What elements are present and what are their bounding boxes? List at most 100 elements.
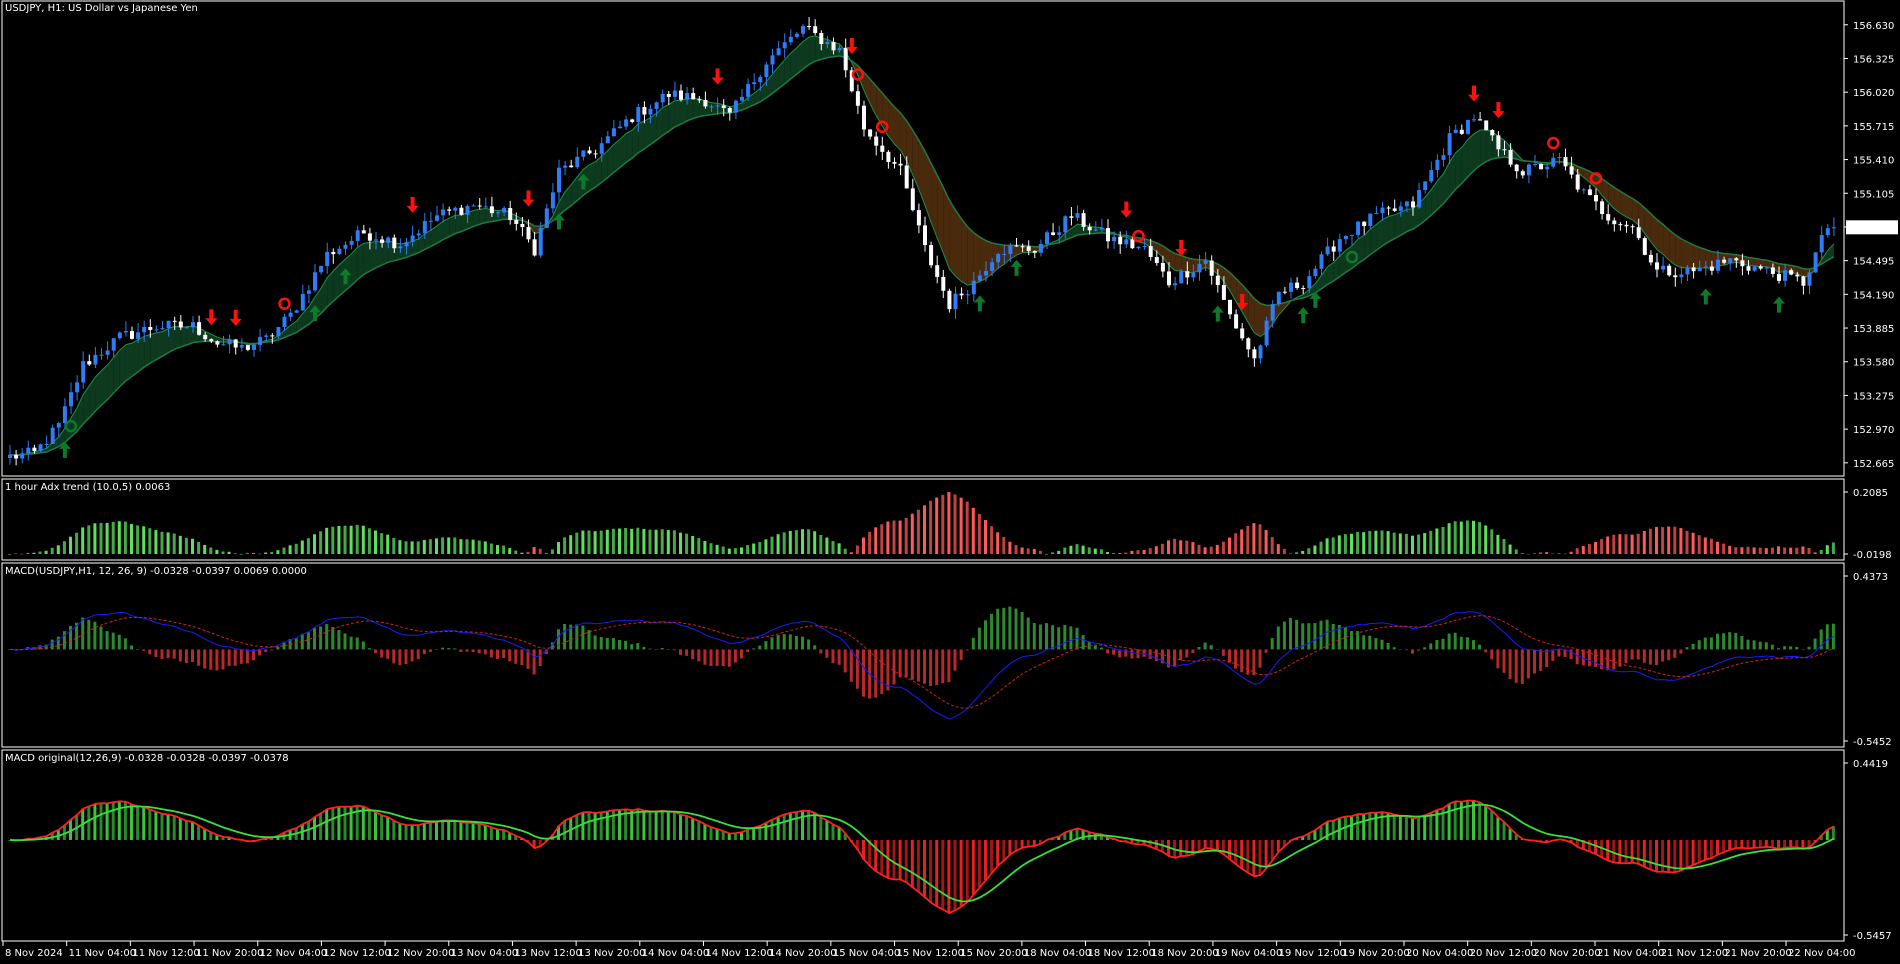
macd-bar	[1057, 627, 1061, 650]
candle-body	[575, 156, 580, 168]
macd-bar	[178, 649, 182, 662]
candle-body	[630, 119, 635, 122]
candle-body	[599, 143, 604, 154]
cloud-segment	[894, 106, 901, 151]
candle-body	[93, 354, 98, 365]
candle-body	[380, 239, 385, 243]
macd-bar	[166, 649, 170, 659]
macd-original-bar	[1179, 839, 1183, 857]
cloud-segment	[1663, 224, 1670, 261]
macd-original-bar	[374, 812, 377, 840]
cloud-segment	[1474, 129, 1481, 171]
adx-bar	[1618, 534, 1622, 554]
macd-bar	[1331, 623, 1335, 650]
macd-original-bar	[276, 835, 280, 840]
macd-original-bar	[1069, 830, 1073, 840]
cloud-segment	[1413, 203, 1420, 230]
macd-bar	[398, 649, 402, 666]
buy-arrow-icon	[973, 295, 986, 312]
price-tick-label: 156.020	[1853, 88, 1894, 99]
adx-bar	[264, 552, 268, 554]
adx-bar	[1106, 552, 1109, 554]
time-tick-label: 11 Nov 12:00	[132, 948, 199, 959]
candle-body	[1673, 275, 1678, 278]
candle-body	[1502, 149, 1507, 151]
candle-body	[361, 230, 366, 234]
macd-bar	[38, 645, 42, 650]
candle-body	[422, 221, 427, 234]
macd-bar	[709, 649, 713, 667]
candle-body	[239, 345, 244, 348]
cloud-segment	[1065, 228, 1072, 240]
time-tick-label: 13 Nov 04:00	[451, 948, 518, 959]
adx-bar	[910, 513, 914, 554]
macd-bar	[1545, 649, 1549, 668]
macd-bar	[721, 649, 725, 667]
adx-bar	[1648, 528, 1652, 554]
macd-bar	[819, 649, 823, 654]
macd-original-bar	[1703, 839, 1707, 860]
adx-bar	[526, 551, 530, 554]
adx-bar	[1331, 537, 1335, 554]
macd-bar	[953, 649, 957, 671]
adx-bar	[1191, 542, 1195, 554]
macd-original-bar	[1032, 839, 1036, 846]
adx-bar	[715, 544, 719, 554]
adx-bar	[1398, 533, 1402, 554]
macd-bar	[1368, 635, 1372, 650]
macd-bar	[1282, 621, 1286, 650]
adx-bar	[984, 519, 987, 554]
macd-original-bar	[807, 810, 811, 840]
macd-bar	[1130, 649, 1134, 659]
macd-original-bar	[831, 824, 835, 840]
adx-bar	[1740, 547, 1744, 554]
macd-original-bar	[740, 832, 743, 840]
adx-bar	[1008, 541, 1012, 554]
macd-bar	[1380, 639, 1384, 650]
candle-body	[1368, 213, 1373, 226]
macd-original-bar	[1130, 839, 1134, 844]
macd-bar	[270, 649, 274, 651]
macd-original-bar	[178, 818, 182, 840]
cloud-segment	[693, 98, 700, 119]
adx-bar	[1313, 545, 1317, 554]
candle-body	[1032, 250, 1037, 253]
candle-body	[563, 165, 568, 168]
adx-bar	[489, 543, 493, 554]
macd-original-bar	[837, 827, 841, 840]
macd-original-bar	[746, 829, 750, 840]
macd-bar	[538, 649, 542, 667]
candle-body	[770, 55, 775, 65]
adx-bar	[14, 553, 18, 554]
adx-bar	[929, 500, 933, 554]
adx-bar	[184, 537, 188, 554]
candle-body	[1295, 282, 1300, 289]
macd-original-bar	[971, 839, 975, 895]
adx-bar	[679, 532, 682, 554]
macd-bar	[264, 649, 268, 652]
adx-bar	[1179, 540, 1183, 554]
macd-bar	[1685, 647, 1689, 650]
candle-body	[874, 136, 879, 146]
adx-bar	[386, 534, 390, 554]
macd-bar	[361, 641, 365, 650]
adx-bar	[1465, 520, 1469, 554]
adx-bar	[374, 530, 377, 554]
candle-body	[1429, 170, 1434, 182]
macd-bar	[1063, 624, 1067, 650]
macd-original-bar	[1490, 810, 1494, 840]
cloud-segment	[1248, 291, 1255, 333]
candle-body	[794, 33, 799, 37]
macd-original-bar	[1453, 801, 1457, 840]
macd-original-bar	[1234, 839, 1238, 865]
macd-original-bar	[715, 829, 719, 840]
macd-bar	[636, 643, 640, 650]
candle-body	[1764, 267, 1769, 269]
adx-bar	[1685, 530, 1689, 554]
macd-bar	[758, 645, 762, 650]
macd-bar	[1167, 649, 1170, 668]
adx-bar	[1252, 523, 1256, 554]
macd-bar	[1673, 649, 1677, 658]
cloud-segment	[900, 113, 907, 162]
sell-arrow-icon	[711, 68, 724, 85]
